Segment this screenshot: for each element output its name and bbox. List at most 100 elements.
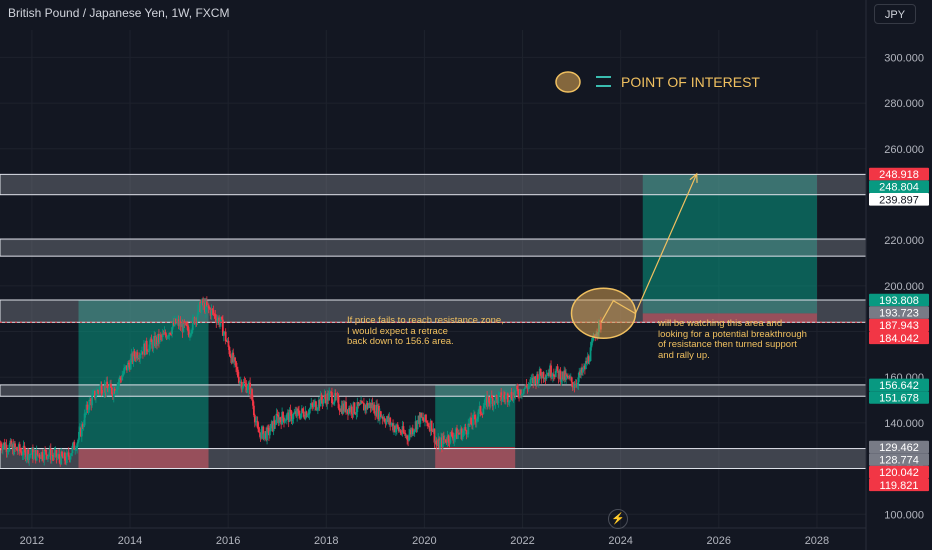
candle-body [494, 395, 497, 404]
candle-body [47, 455, 49, 459]
legend-circle-icon [555, 71, 581, 93]
candle-body [16, 447, 18, 451]
candle-body [58, 454, 61, 459]
candle-body [330, 391, 332, 393]
candle-body [545, 375, 548, 380]
candle-body [8, 444, 11, 451]
price-tag-label: 193.808 [879, 295, 919, 307]
candle-body [344, 401, 347, 411]
candle-body [521, 393, 524, 395]
candle-body [250, 389, 252, 395]
time-axis-tick-label: 2024 [608, 535, 632, 547]
candle-body [578, 371, 581, 378]
candle-body [132, 351, 135, 362]
candle-body [30, 454, 32, 456]
candle-body [533, 376, 536, 384]
candle-body [1, 445, 4, 450]
candle-body [269, 423, 272, 432]
candle-body [388, 417, 391, 423]
candle-body [128, 364, 131, 370]
candle-body [280, 419, 283, 425]
candle-body [190, 330, 193, 334]
chart-title: British Pound / Japanese Yen, 1W, FXCM [8, 6, 230, 20]
candle-body [333, 393, 336, 403]
candle-body [152, 339, 155, 349]
candle-body [18, 444, 21, 451]
candle-body [229, 354, 232, 357]
candle-body [180, 323, 183, 327]
candle-body [439, 440, 441, 449]
candle-body [552, 374, 555, 377]
candle-body [436, 444, 439, 446]
candle-body [6, 451, 9, 453]
candle-body [357, 402, 360, 406]
candle-body [460, 428, 463, 440]
candle-body [322, 399, 325, 404]
candle-body [302, 411, 305, 417]
candle-body [399, 430, 402, 434]
candle-body [328, 392, 331, 401]
candle-body [267, 427, 269, 429]
candle-body [103, 385, 106, 394]
candle-body [64, 460, 67, 464]
currency-button[interactable]: JPY [874, 4, 916, 24]
candle-body [456, 428, 458, 439]
candle-body [201, 299, 204, 304]
candle-body [12, 444, 15, 455]
candle-body [239, 381, 242, 383]
candle-body [405, 435, 408, 437]
candle-body [198, 301, 201, 306]
candle-body [298, 410, 300, 416]
candle-body [258, 432, 261, 434]
candle-body [238, 382, 241, 383]
candle-body [450, 432, 453, 434]
candle-body [291, 419, 294, 422]
candle-body [389, 417, 392, 425]
candle-body [591, 340, 594, 343]
candle-body [288, 409, 291, 422]
candle-body [283, 417, 285, 423]
candle-body [89, 399, 92, 401]
candle-body [211, 308, 214, 311]
candle-body [484, 398, 487, 406]
candle-body [255, 420, 258, 422]
candle-body [93, 390, 95, 393]
lightning-bolt-icon[interactable]: ⚡ [608, 509, 628, 529]
candle-body [240, 381, 243, 390]
candle-body [498, 392, 501, 395]
candle-body [45, 449, 47, 455]
candle-body [141, 351, 143, 355]
price-tag-label: 239.897 [879, 194, 919, 206]
candle-body [326, 393, 329, 405]
candle-body [440, 437, 442, 441]
candle-body [189, 333, 192, 335]
candle-body [153, 335, 156, 340]
candle-body [126, 365, 128, 371]
candle-body [509, 392, 512, 401]
candle-body [182, 320, 185, 333]
candle-body [87, 409, 90, 411]
candle-body [123, 368, 126, 374]
candle-body [370, 403, 373, 408]
candle-body [373, 404, 376, 414]
candle-body [339, 410, 342, 412]
candle-body [410, 428, 413, 435]
candle-body [220, 317, 222, 322]
candle-body [50, 455, 53, 460]
price-tag [869, 331, 929, 345]
candle-body [497, 394, 500, 404]
candle-body [92, 392, 94, 396]
candle-body [553, 376, 556, 377]
candle-body [366, 402, 369, 409]
candle-body [300, 413, 302, 419]
note-retrace: If price fails to reach resistance zone,… [347, 315, 504, 347]
candle-body [486, 396, 488, 407]
candle-body [372, 404, 375, 409]
candle-body [279, 417, 282, 420]
candle-body [435, 440, 438, 445]
candle-body [434, 440, 437, 443]
candle-body [188, 331, 190, 337]
candle-body [158, 335, 161, 343]
candle-body [403, 432, 406, 434]
